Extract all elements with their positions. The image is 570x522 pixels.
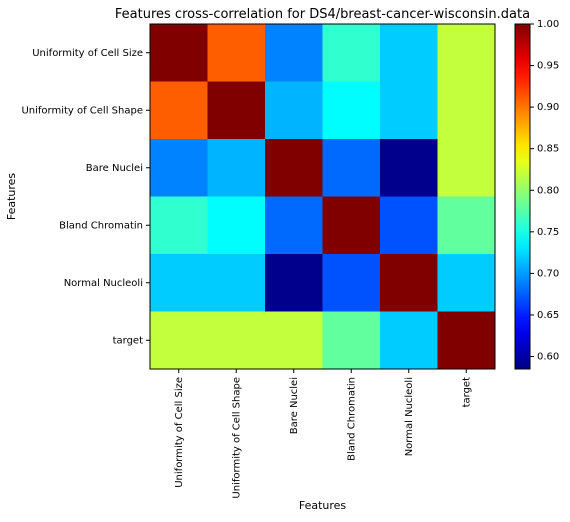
heatmap-cells — [150, 24, 496, 370]
heatmap-cell — [207, 24, 266, 82]
heatmap-cell — [437, 24, 496, 82]
heatmap-cell — [322, 254, 381, 312]
chart-title: Features cross-correlation for DS4/breas… — [115, 7, 530, 22]
heatmap-cell — [437, 139, 496, 197]
x-axis-ticks: Uniformity of Cell Size Uniformity of Cel… — [174, 369, 472, 499]
heatmap-cell — [437, 311, 496, 370]
colorbar-tick-label: 0.65 — [537, 310, 559, 321]
colorbar-tick-label: 0.85 — [537, 144, 559, 155]
heatmap-cell — [265, 81, 323, 140]
heatmap-cell — [150, 24, 208, 82]
heatmap-cell — [207, 254, 266, 312]
heatmap-cell — [437, 254, 496, 312]
heatmap-cell — [380, 311, 438, 370]
heatmap-cell — [437, 196, 496, 255]
heatmap-cell — [380, 254, 438, 312]
heatmap-cell — [380, 81, 438, 140]
y-tick-label: Bare Nuclei — [86, 163, 143, 174]
y-tick-label: target — [113, 335, 143, 346]
y-tick-label: Normal Nucleoli — [64, 278, 143, 289]
heatmap-cell — [150, 196, 208, 255]
x-tick-label: Normal Nucleoli — [404, 377, 415, 456]
y-tick-label: Bland Chromatin — [59, 220, 143, 231]
heatmap-cell — [322, 24, 381, 82]
heatmap-cell — [322, 81, 381, 140]
colorbar-tick-label: 0.60 — [537, 352, 559, 363]
heatmap-cell — [150, 311, 208, 370]
heatmap-cell — [207, 196, 266, 255]
x-tick-label: Uniformity of Cell Size — [174, 377, 185, 488]
x-tick-label: target — [461, 377, 472, 407]
y-tick-label: Uniformity of Cell Shape — [21, 105, 143, 116]
colorbar-tick-label: 1.00 — [537, 19, 559, 30]
heatmap-cell — [265, 311, 323, 370]
y-axis-ticks: Uniformity of Cell Size Uniformity of Cel… — [21, 48, 150, 346]
x-tick-label: Uniformity of Cell Shape — [231, 377, 242, 499]
heatmap-cell — [207, 311, 266, 370]
heatmap-cell — [150, 254, 208, 312]
plot-frame — [149, 23, 496, 370]
colorbar-tick-label: 0.70 — [537, 268, 559, 279]
x-tick-label: Bare Nuclei — [289, 377, 300, 434]
heatmap-cell — [265, 254, 323, 312]
colorbar: 0.60 0.65 0.70 0.75 0.80 0.85 0.90 0.95 1.00 — [514, 19, 559, 370]
heatmap-cell — [322, 311, 381, 370]
heatmap-cell — [380, 24, 438, 82]
colorbar-tick-label: 0.80 — [537, 185, 559, 196]
heatmap-cell — [265, 196, 323, 255]
colorbar-ticks: 0.60 0.65 0.70 0.75 0.80 0.85 0.90 0.95 1.00 — [530, 19, 559, 363]
colorbar-tick-label: 0.75 — [537, 227, 559, 238]
heatmap-cell — [265, 139, 323, 197]
heatmap-cell — [207, 139, 266, 197]
colorbar-gradient — [514, 23, 531, 370]
colorbar-tick-label: 0.95 — [537, 61, 559, 72]
x-tick-label: Bland Chromatin — [346, 377, 357, 461]
heatmap-cell — [380, 196, 438, 255]
heatmap-cell — [150, 139, 208, 197]
heatmap-cell — [322, 196, 381, 255]
heatmap-cell — [207, 81, 266, 140]
heatmap-cell — [380, 139, 438, 197]
heatmap-cell — [265, 24, 323, 82]
y-tick-label: Uniformity of Cell Size — [32, 48, 143, 59]
heatmap-cell — [322, 139, 381, 197]
heatmap-cell — [150, 81, 208, 140]
colorbar-tick-label: 0.90 — [537, 102, 559, 113]
heatmap-cell — [437, 81, 496, 140]
x-axis-label: Features — [299, 499, 347, 512]
y-axis-label: Features — [5, 173, 18, 221]
